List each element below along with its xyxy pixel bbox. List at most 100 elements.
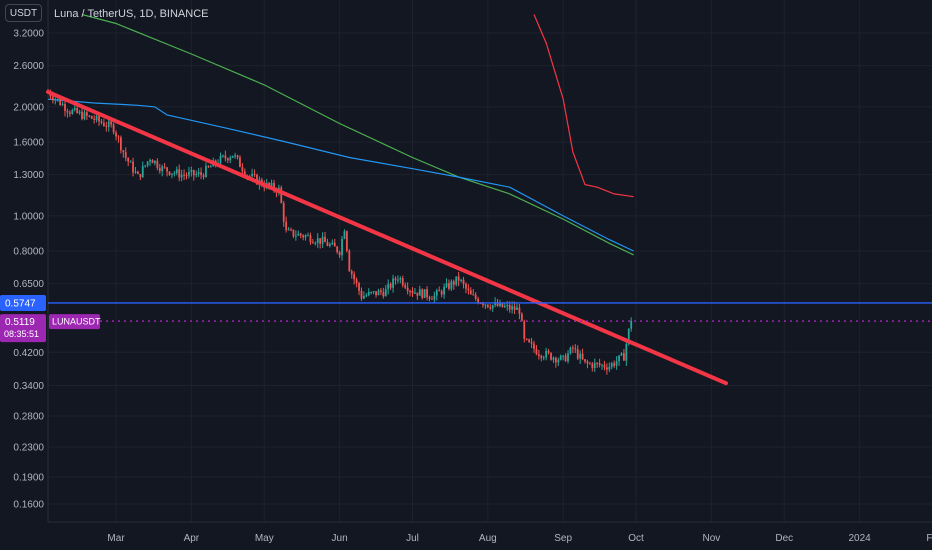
candle-body bbox=[606, 367, 608, 370]
candle-body bbox=[292, 229, 295, 237]
candle-body bbox=[137, 171, 139, 174]
candle-body bbox=[457, 276, 460, 281]
candle-body bbox=[188, 171, 190, 176]
price-axis[interactable]: 3.2000 2.6000 2.0000 1.6000 1.3000 1.0000 0.80… bbox=[13, 0, 49, 522]
candle-body bbox=[414, 292, 416, 294]
candle-body bbox=[81, 111, 83, 120]
candle-body bbox=[438, 290, 441, 292]
candle-body bbox=[171, 173, 173, 175]
candle-body bbox=[562, 355, 565, 357]
price-tick-label: 1.3000 bbox=[13, 170, 44, 181]
candle-body bbox=[367, 292, 370, 296]
candle-body bbox=[326, 242, 329, 246]
candle-body bbox=[139, 173, 142, 178]
candle-body bbox=[192, 170, 195, 176]
candle-body bbox=[601, 364, 603, 366]
candle-body bbox=[620, 353, 623, 356]
candle-body bbox=[462, 279, 465, 284]
candle-body bbox=[557, 359, 560, 363]
time-tick-label: Mar bbox=[107, 533, 125, 544]
candle-body bbox=[503, 305, 506, 308]
time-tick-label: Aug bbox=[479, 533, 497, 544]
candle-body bbox=[465, 283, 467, 289]
candle-body bbox=[253, 173, 256, 175]
candle-body bbox=[66, 110, 69, 113]
candle-body bbox=[355, 279, 358, 284]
candle-body bbox=[365, 295, 368, 297]
candle-body bbox=[428, 297, 431, 299]
candle-body bbox=[243, 171, 246, 176]
candle-body bbox=[499, 302, 501, 306]
candle-body bbox=[333, 242, 336, 247]
candle-body bbox=[448, 283, 450, 289]
candle-body bbox=[452, 281, 455, 285]
candle-body bbox=[350, 271, 353, 275]
candle-body bbox=[183, 174, 185, 176]
price-tick-label: 1.0000 bbox=[13, 211, 44, 222]
candle-body bbox=[222, 155, 224, 157]
candle-body bbox=[550, 352, 552, 360]
candle-body bbox=[151, 160, 154, 164]
blue-line-tag-label: 0.5747 bbox=[5, 298, 36, 309]
chart-lines[interactable] bbox=[46, 89, 932, 386]
time-tick-label: Dec bbox=[775, 533, 793, 544]
candle-body bbox=[163, 166, 166, 168]
candle-body bbox=[489, 307, 492, 309]
candle-body bbox=[282, 203, 285, 222]
candle-body bbox=[372, 291, 375, 293]
time-tick-label: Nov bbox=[702, 533, 720, 544]
candle-body bbox=[307, 235, 309, 237]
candle-body bbox=[122, 150, 125, 153]
time-tick-label: Feb bbox=[926, 533, 932, 544]
candle-body bbox=[64, 103, 66, 111]
blue-line-tag bbox=[0, 294, 46, 311]
candle-body bbox=[547, 350, 550, 353]
candle-body bbox=[311, 242, 314, 244]
candle-body bbox=[384, 289, 387, 297]
candle-body bbox=[345, 231, 348, 251]
candle-body bbox=[141, 166, 144, 178]
symbol-tag bbox=[49, 314, 100, 330]
price-tick-label: 0.1900 bbox=[13, 472, 44, 483]
candle-body bbox=[302, 235, 305, 238]
candle-body bbox=[387, 283, 390, 290]
moving-averages bbox=[47, 13, 634, 256]
candle-body bbox=[56, 98, 59, 100]
candle-body bbox=[154, 160, 156, 164]
currency-button[interactable]: USDT bbox=[5, 4, 42, 22]
candle-body bbox=[168, 171, 171, 175]
candle-body bbox=[363, 296, 365, 299]
candle-body bbox=[54, 99, 57, 101]
candle-body bbox=[161, 166, 164, 172]
candle-body bbox=[314, 243, 317, 245]
price-tick-label: 0.4200 bbox=[13, 348, 44, 359]
price-tick-label: 2.0000 bbox=[13, 102, 44, 113]
candle-body bbox=[574, 348, 577, 350]
candle-body bbox=[146, 161, 149, 166]
candle-body bbox=[304, 235, 307, 238]
symbol-tag-label: LUNAUSDT bbox=[52, 317, 101, 327]
candle-body bbox=[149, 160, 151, 162]
candle-body bbox=[535, 348, 538, 355]
candle-body bbox=[328, 244, 331, 246]
candle-body bbox=[285, 221, 288, 231]
candle-body bbox=[537, 354, 540, 356]
candle-body bbox=[411, 291, 414, 294]
candle-body bbox=[241, 167, 244, 172]
candle-body bbox=[530, 342, 533, 344]
candle-body bbox=[331, 242, 334, 245]
candle-body bbox=[144, 165, 147, 167]
candle-body bbox=[287, 229, 290, 231]
candle-body bbox=[343, 231, 346, 239]
price-tick-label: 0.8000 bbox=[13, 246, 44, 257]
time-tick-label: Jul bbox=[406, 533, 419, 544]
candle-body bbox=[581, 353, 584, 360]
candle-body bbox=[239, 157, 241, 168]
candle-body bbox=[100, 121, 103, 123]
candle-body bbox=[588, 363, 591, 365]
candle-body bbox=[518, 307, 521, 314]
time-axis[interactable]: Mar Apr May Jun Jul Aug Sep Oct Nov Dec 2024 Feb bbox=[48, 521, 932, 544]
candle-body bbox=[394, 278, 397, 281]
candle-body bbox=[579, 353, 582, 359]
